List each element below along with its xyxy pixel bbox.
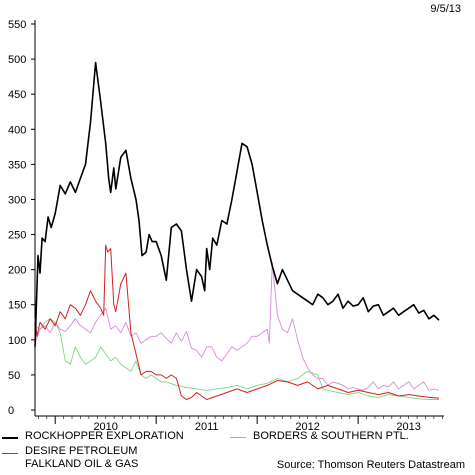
series-layer bbox=[34, 61, 440, 400]
y-tick-label: 350 bbox=[8, 159, 26, 171]
legend-swatch-desire bbox=[2, 453, 18, 454]
y-tick-label: 250 bbox=[8, 230, 26, 242]
y-tick-label: 200 bbox=[8, 265, 26, 277]
series-line-falkland-oil-gas bbox=[34, 318, 439, 400]
y-tick-label: 550 bbox=[8, 19, 26, 31]
series-line-borders-southern-ptl bbox=[34, 262, 440, 391]
y-tick-label: 150 bbox=[8, 300, 26, 312]
legend-swatch-borders bbox=[230, 437, 246, 438]
x-tick-label: 2013 bbox=[396, 421, 420, 433]
legend-label-borders: BORDERS & SOUTHERN PTL. bbox=[253, 430, 409, 442]
x-tick-label: 2011 bbox=[195, 421, 219, 433]
y-tick-label: 0 bbox=[8, 405, 14, 417]
y-tick-label: 500 bbox=[8, 54, 26, 66]
legend-label-rockhopper: ROCKHOPPER EXPLORATION bbox=[25, 430, 184, 442]
series-line-desire-petroleum bbox=[34, 244, 440, 400]
source-note: Source: Thomson Reuters Datastream bbox=[276, 459, 465, 471]
y-tick-label: 50 bbox=[8, 370, 20, 382]
legend-label-falkland: FALKLAND OIL & GAS bbox=[25, 458, 139, 470]
x-tick-label: 2010 bbox=[93, 421, 117, 433]
y-tick-label: 450 bbox=[8, 89, 26, 101]
x-tick-label: 2012 bbox=[295, 421, 319, 433]
date-stamp: 9/5/13 bbox=[430, 3, 461, 15]
y-tick-label: 100 bbox=[8, 335, 26, 347]
legend-swatch-rockhopper bbox=[2, 437, 18, 439]
legend-label-desire: DESIRE PETROLEUM bbox=[25, 445, 138, 457]
series-line-rockhopper-exploration bbox=[34, 61, 440, 347]
chart-axes: 0 50 100 150 200 250 300 350 400 450 500 550 2010 201… bbox=[8, 19, 444, 433]
y-tick-label: 300 bbox=[8, 194, 26, 206]
y-tick-label: 400 bbox=[8, 124, 26, 136]
